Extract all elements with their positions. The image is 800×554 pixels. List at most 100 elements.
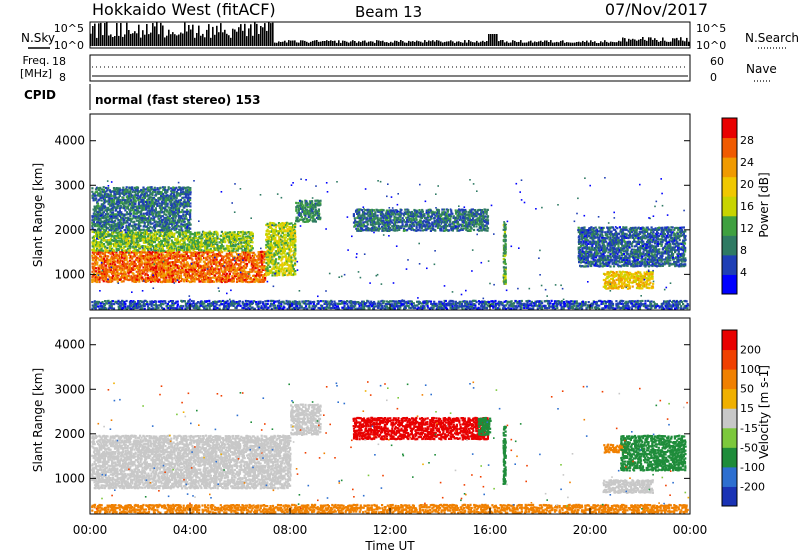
heatmap-cell xyxy=(472,228,476,232)
heatmap-cell xyxy=(418,226,421,229)
heatmap-cell xyxy=(158,262,161,265)
heatmap-cell xyxy=(504,246,507,249)
noise-bar xyxy=(130,33,132,46)
noise-bar xyxy=(386,42,388,47)
heatmap-cell xyxy=(251,266,254,269)
heatmap-cell xyxy=(134,277,137,280)
heatmap-cell xyxy=(196,265,200,268)
noise-bar xyxy=(656,40,658,46)
heatmap-cell xyxy=(239,262,242,265)
heatmap-cell xyxy=(306,218,309,221)
heatmap-cell xyxy=(280,259,283,262)
noise-bar xyxy=(366,42,368,46)
heatmap-cell xyxy=(450,211,453,214)
heatmap-cell xyxy=(221,251,224,254)
noise-bar xyxy=(484,41,486,47)
heatmap-cell xyxy=(297,220,300,223)
heatmap-cell xyxy=(363,212,367,215)
heatmap-cell xyxy=(111,274,115,278)
heatmap-cell xyxy=(228,278,231,281)
heatmap-cell xyxy=(98,231,101,234)
noise-panel: N.Sky 10^5 10^0 10^5 10^0 N.Search xyxy=(21,21,799,52)
heatmap-cell xyxy=(596,263,599,266)
heatmap-cell xyxy=(231,262,234,265)
heatmap-cell xyxy=(269,257,272,260)
heatmap-cell xyxy=(263,261,266,264)
heatmap-cell xyxy=(199,257,202,260)
heatmap-cell xyxy=(208,244,211,248)
heatmap-cell xyxy=(243,258,246,261)
heatmap-cell xyxy=(158,274,161,277)
heatmap-cell xyxy=(587,262,590,265)
heatmap-cell xyxy=(302,220,305,223)
heatmap-cell xyxy=(352,213,355,216)
heatmap-cell xyxy=(235,247,238,250)
heatmap-cell xyxy=(277,239,280,242)
heatmap-cell xyxy=(606,237,609,240)
heatmap-cell xyxy=(195,259,199,262)
heatmap-cell xyxy=(92,266,95,269)
heatmap-cell xyxy=(120,259,123,262)
heatmap-cell xyxy=(458,218,461,221)
heatmap-cell xyxy=(592,231,595,234)
heatmap-cell xyxy=(581,231,584,234)
heatmap-cell xyxy=(143,247,146,250)
heatmap-cell xyxy=(265,223,268,227)
heatmap-cell xyxy=(177,260,180,263)
noise-bar xyxy=(118,35,120,46)
heatmap-cell xyxy=(174,255,177,258)
heatmap-cell xyxy=(124,271,127,274)
noise-bar xyxy=(174,34,176,47)
heatmap-cell xyxy=(479,219,482,222)
heatmap-cell xyxy=(120,247,123,250)
heatmap-cell xyxy=(162,280,165,283)
heatmap-cell xyxy=(145,251,148,254)
heatmap-cell xyxy=(476,228,479,231)
heatmap-cell xyxy=(102,245,105,248)
heatmap-cell xyxy=(142,271,146,274)
heatmap-cell xyxy=(117,244,120,247)
heatmap-cell xyxy=(366,212,369,215)
heatmap-cell xyxy=(426,216,430,219)
heatmap-cell xyxy=(382,217,385,220)
heatmap-cell xyxy=(358,217,361,220)
heatmap-cell xyxy=(608,229,611,232)
noise-bar xyxy=(568,42,570,46)
heatmap-cell xyxy=(149,233,152,236)
heatmap-cell xyxy=(165,276,168,279)
heatmap-cell xyxy=(273,231,276,234)
heatmap-cell xyxy=(222,245,225,248)
heatmap-cell xyxy=(160,243,163,246)
noise-bar xyxy=(264,23,266,46)
heatmap-cell xyxy=(220,247,223,250)
heatmap-cell xyxy=(213,233,216,236)
heatmap-cell xyxy=(354,224,357,228)
heatmap-cell xyxy=(109,260,112,263)
noise-bar xyxy=(308,42,310,46)
noise-bar xyxy=(242,30,244,46)
heatmap-cell xyxy=(474,209,477,212)
heatmap-cell xyxy=(311,214,314,217)
noise-bar xyxy=(352,40,354,47)
heatmap-cell xyxy=(220,243,223,246)
heatmap-cell xyxy=(129,239,132,242)
heatmap-cell xyxy=(432,228,435,231)
heatmap-cell xyxy=(502,266,505,269)
heatmap-cell xyxy=(185,251,189,254)
heatmap-cell xyxy=(180,249,184,252)
heatmap-cell xyxy=(179,243,183,246)
heatmap-cell xyxy=(211,276,214,279)
heatmap-cell xyxy=(103,257,106,260)
heatmap-cell xyxy=(208,240,211,243)
heatmap-cell xyxy=(389,219,392,222)
heatmap-cell xyxy=(131,241,134,244)
heatmap-cell xyxy=(623,264,626,267)
heatmap-cell xyxy=(619,228,622,231)
heatmap-cell xyxy=(250,231,253,234)
heatmap-cell xyxy=(292,234,295,237)
noise-bar xyxy=(182,33,184,47)
heatmap-cell xyxy=(385,227,388,230)
heatmap-cell xyxy=(162,256,165,260)
heatmap-cell xyxy=(210,249,213,252)
heatmap-cell xyxy=(218,272,221,275)
